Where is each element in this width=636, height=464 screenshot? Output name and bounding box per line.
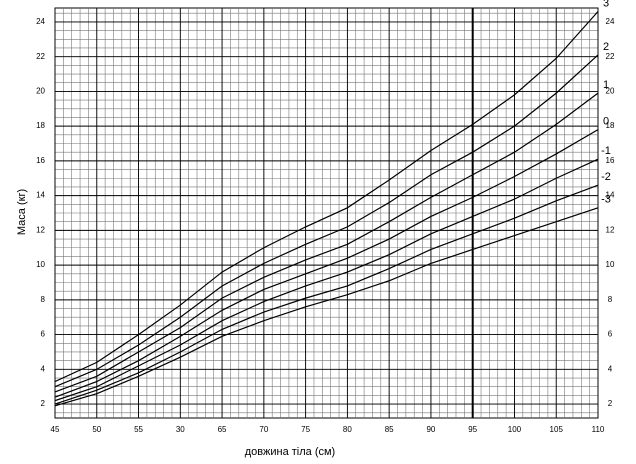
y-tick-label: 16	[36, 156, 45, 165]
series-label: -3	[601, 194, 611, 206]
y-tick-label: 6	[41, 330, 46, 339]
y-tick-label-right: 22	[606, 52, 615, 61]
y-tick-label-right: 16	[606, 156, 615, 165]
series-label: 2	[603, 41, 609, 53]
series-label: -1	[601, 145, 611, 157]
x-tick-label: 100	[508, 425, 522, 434]
y-tick-label-right: 2	[608, 399, 613, 408]
x-tick-label: 110	[592, 425, 605, 434]
x-tick-label: 55	[134, 425, 143, 434]
x-tick-label: 30	[176, 425, 185, 434]
y-tick-label-right: 12	[606, 225, 615, 234]
y-tick-label: 4	[41, 364, 46, 373]
y-tick-label-right: 20	[606, 86, 615, 95]
y-tick-label-right: 24	[606, 17, 615, 26]
x-tick-label: 45	[51, 425, 60, 434]
x-tick-label: 85	[385, 425, 394, 434]
x-tick-label: 65	[218, 425, 227, 434]
y-tick-label: 8	[41, 295, 46, 304]
x-tick-label: 80	[343, 425, 352, 434]
y-tick-label: 10	[36, 260, 45, 269]
series-line	[54, 184, 599, 405]
series-label: -2	[601, 171, 611, 183]
x-tick-label: 50	[92, 425, 101, 434]
x-tick-label: 95	[468, 425, 477, 434]
y-tick-label-right: 14	[606, 191, 615, 200]
y-tick-label: 20	[36, 86, 45, 95]
y-tick-label-right: 6	[608, 330, 613, 339]
y-tick-label-right: 4	[608, 364, 613, 373]
series-line	[54, 11, 599, 383]
y-tick-label: 14	[36, 191, 45, 200]
x-tick-label: 90	[426, 425, 435, 434]
y-tick-label: 2	[41, 399, 46, 408]
y-tick-label-right: 8	[608, 295, 613, 304]
series-label: 3	[603, 0, 609, 9]
series-line	[54, 129, 599, 398]
y-tick-label: 22	[36, 52, 45, 61]
series-label: 1	[603, 79, 609, 91]
series-line	[54, 158, 599, 402]
series-line	[54, 92, 599, 393]
y-tick-label-right: 10	[606, 260, 615, 269]
series-label: 0	[603, 116, 609, 128]
series-line	[54, 207, 599, 407]
x-axis-label: довжина тіла (см)	[245, 446, 335, 458]
x-tick-label: 70	[259, 425, 268, 434]
y-tick-label: 12	[36, 225, 45, 234]
x-tick-label: 105	[550, 425, 564, 434]
x-tick-label: 75	[301, 425, 310, 434]
y-tick-label: 24	[36, 17, 45, 26]
y-axis-label: Маса (кг)	[16, 189, 28, 235]
y-tick-label-right: 18	[606, 121, 615, 130]
series-line	[54, 54, 599, 388]
y-tick-label: 18	[36, 121, 45, 130]
